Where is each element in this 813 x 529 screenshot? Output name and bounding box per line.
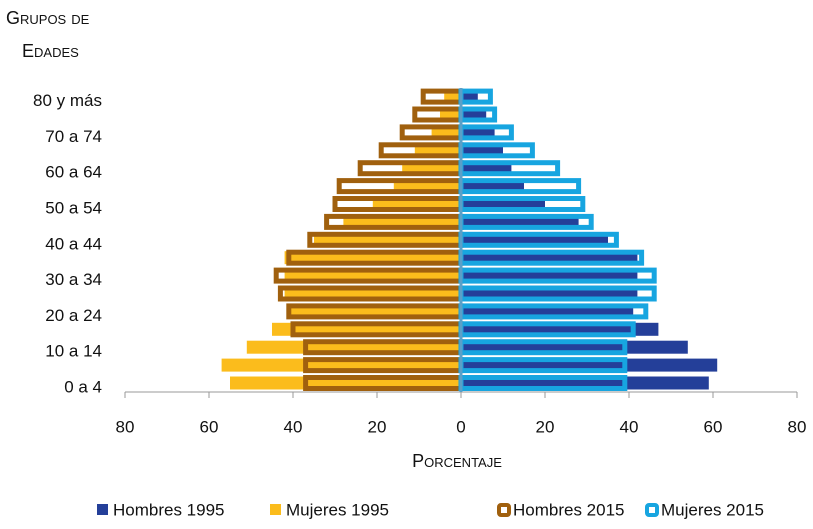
y-tick-label: 40 a 44 (45, 234, 102, 253)
legend-swatch (497, 503, 511, 517)
y-tick-label: 80 y más (33, 91, 102, 110)
x-tick-label: 60 (704, 417, 723, 436)
legend-swatch (645, 503, 659, 517)
y-tick-label: 50 a 54 (45, 198, 102, 217)
y-tick-label: 30 a 34 (45, 270, 102, 289)
x-tick-label: 80 (116, 417, 135, 436)
y-axis-title: Grupos de (6, 8, 90, 28)
legend-label: Mujeres 2015 (661, 500, 764, 519)
x-tick-label: 20 (368, 417, 387, 436)
x-tick-label: 60 (200, 417, 219, 436)
y-tick-label: 60 a 64 (45, 163, 102, 182)
y-axis-title: Edades (22, 41, 79, 61)
x-tick-label: 40 (284, 417, 303, 436)
x-tick-label: 80 (788, 417, 807, 436)
legend-label: Mujeres 1995 (286, 500, 389, 519)
y-tick-label: 0 a 4 (64, 377, 102, 396)
x-tick-label: 40 (620, 417, 639, 436)
y-tick-label: 10 a 14 (45, 342, 102, 361)
legend-swatch (270, 504, 281, 515)
legend-label: Hombres 1995 (113, 500, 225, 519)
y-tick-label: 20 a 24 (45, 306, 102, 325)
x-tick-label: 20 (536, 417, 555, 436)
legend-swatch (97, 504, 108, 515)
y-tick-label: 70 a 74 (45, 127, 102, 146)
x-tick-label: 0 (456, 417, 465, 436)
legend-label: Hombres 2015 (513, 500, 625, 519)
x-axis-title: Porcentaje (412, 451, 502, 471)
